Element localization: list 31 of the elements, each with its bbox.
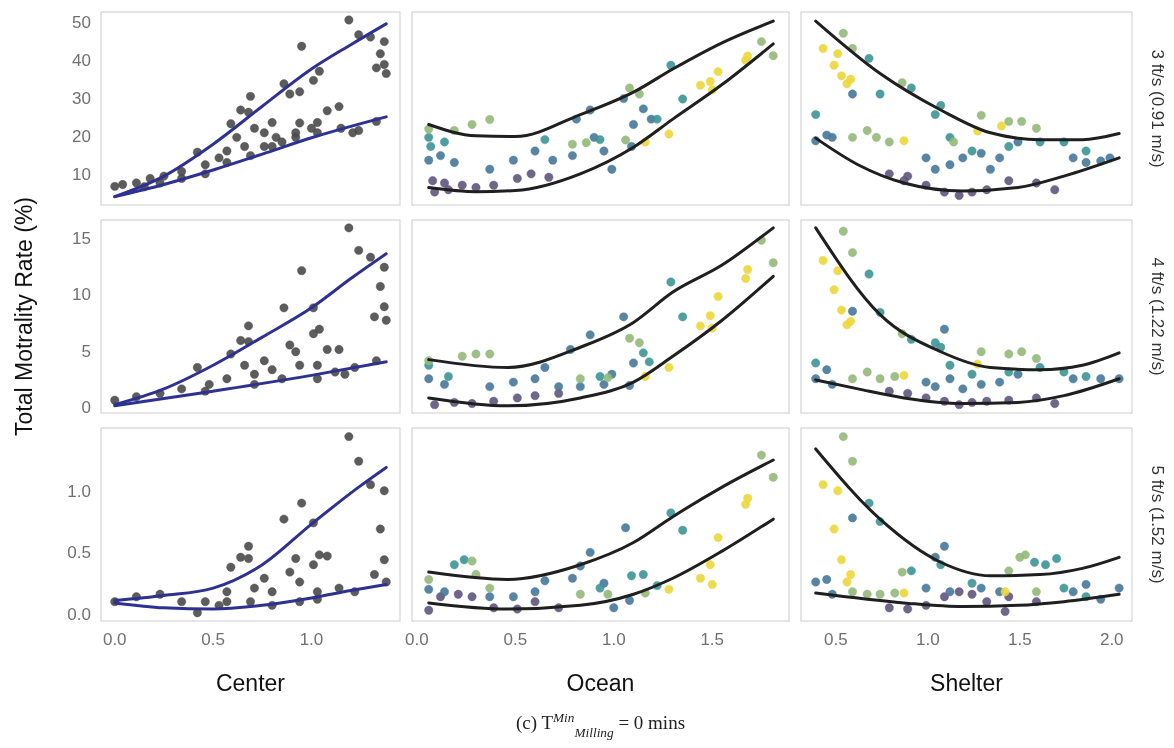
y-tick-label: 10 — [72, 285, 91, 305]
x-axis-title: Shelter — [930, 670, 1004, 696]
y-axis-title: Total Motrality Rate (%) — [11, 196, 37, 437]
x-tick-label: 2.0 — [1099, 630, 1124, 649]
x-tick-label: 1.0 — [601, 630, 626, 649]
x-tick-label: 0.5 — [201, 630, 225, 649]
y-tick-label: 1.0 — [67, 481, 91, 501]
y-tick-label: 0.5 — [67, 543, 91, 563]
y-tick-label: 20 — [72, 126, 91, 146]
y-tick-label: 0 — [81, 397, 91, 417]
y-tick-label: 15 — [72, 228, 91, 248]
x-axis-title: Ocean — [566, 670, 635, 696]
x-tick-label: 0.0 — [405, 630, 429, 649]
y2-axis-title: 3 ft/s (0.91 m/s) — [1148, 49, 1167, 168]
x-axis-title: Center — [215, 670, 286, 696]
x-tick-label: 1.0 — [299, 630, 324, 649]
y-tick-label: 0.0 — [67, 604, 91, 624]
x-tick-label: 1.5 — [1008, 630, 1032, 649]
y-tick-label: 10 — [72, 164, 91, 184]
x-tick-label: 0.5 — [824, 630, 848, 649]
y-tick-label: 50 — [72, 12, 91, 32]
x-tick-label: 0.0 — [102, 630, 127, 649]
y-tick-label: 5 — [81, 341, 91, 361]
x-tick-label: 1.0 — [916, 630, 940, 649]
x-tick-label: 1.5 — [700, 630, 725, 649]
text: (c) T$^{Min}$$_{Milling}$ = 0 mins — [515, 709, 686, 740]
y-tick-label: 40 — [72, 50, 91, 70]
x-tick-label: 0.5 — [503, 630, 528, 649]
y2-axis-title: 5 ft/s (1.52 m/s) — [1148, 465, 1167, 584]
y-tick-label: 30 — [72, 88, 91, 108]
y2-axis-title: 4 ft/s (1.22 m/s) — [1148, 257, 1167, 376]
